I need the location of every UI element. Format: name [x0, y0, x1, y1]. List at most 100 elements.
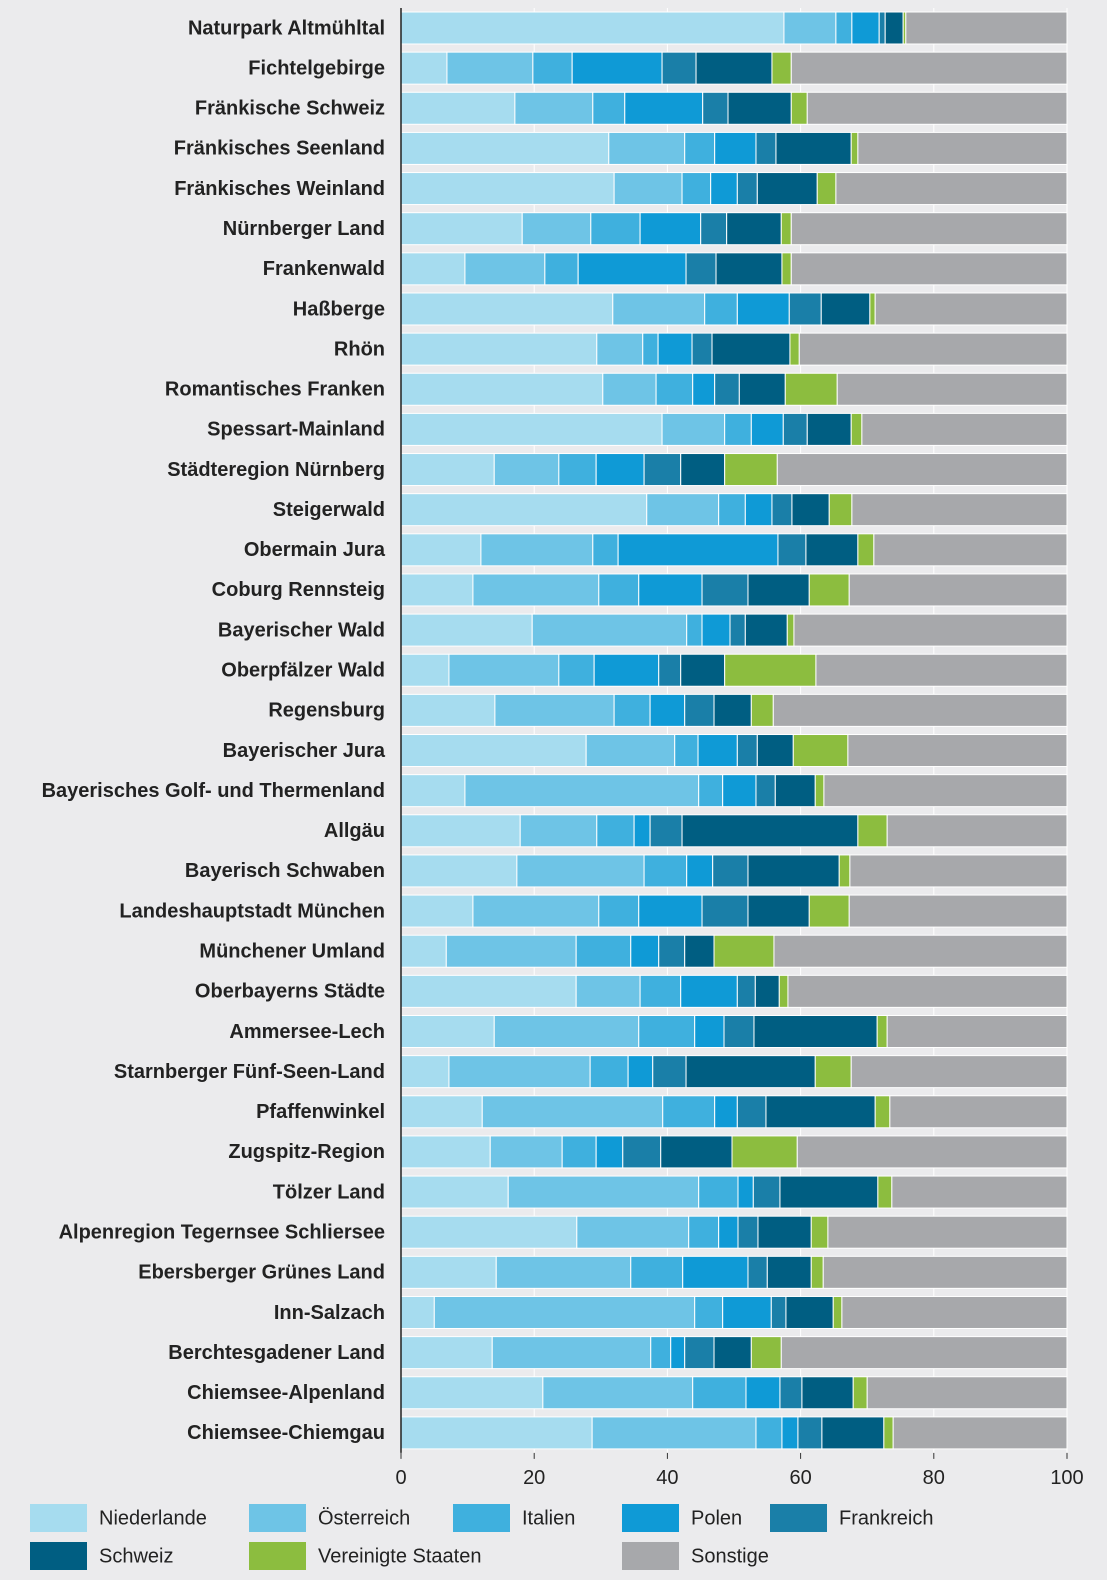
bar-segment	[494, 693, 615, 727]
bar-segment	[718, 1215, 739, 1249]
bar-segment	[848, 894, 1068, 928]
category-label: Steigerwald	[273, 499, 385, 521]
bar-segment	[835, 11, 853, 45]
bar-segment	[577, 252, 687, 286]
bar-segment	[464, 252, 546, 286]
bar-segment	[642, 332, 659, 366]
bar-segment	[655, 372, 694, 406]
category-label: Obermain Jura	[244, 539, 386, 561]
category-label: Inn-Salzach	[274, 1302, 385, 1324]
legend-swatch	[249, 1504, 306, 1532]
bar-segment	[835, 172, 1068, 206]
category-label: Haßberge	[293, 298, 385, 320]
bar-segment	[561, 1135, 597, 1169]
bar-segment	[729, 613, 746, 647]
bar-segment	[638, 894, 703, 928]
category-label: Romantisches Franken	[165, 379, 385, 401]
bar-segment	[849, 854, 1068, 888]
category-label: Landeshauptstadt München	[119, 900, 385, 922]
bar-segment	[400, 131, 610, 165]
category-label: Tölzer Land	[273, 1181, 385, 1203]
bar-segment	[713, 1336, 752, 1370]
bar-segment	[682, 1255, 749, 1289]
bar-segment	[783, 11, 837, 45]
bar-segment	[400, 252, 466, 286]
bar-segment	[772, 693, 1068, 727]
legend-swatch	[30, 1542, 87, 1570]
bar-segment	[400, 974, 577, 1008]
bar-segment	[596, 814, 635, 848]
bar-segment	[838, 854, 851, 888]
bar-segment	[400, 1055, 450, 1089]
bar-segment	[755, 131, 777, 165]
bar-segment	[785, 1295, 834, 1329]
bar-segment	[400, 493, 648, 527]
bar-segment	[713, 693, 752, 727]
bar-segment	[779, 1376, 803, 1410]
bar-segment	[680, 453, 726, 487]
bar-segment	[850, 1055, 1068, 1089]
bar-segment	[624, 91, 704, 125]
bar-segment	[643, 453, 682, 487]
bar-segment	[542, 1376, 694, 1410]
bar-segment	[646, 493, 720, 527]
bar-segment	[697, 734, 738, 768]
bar-segment	[516, 854, 645, 888]
bar-segment	[400, 1295, 435, 1329]
category-label: Pfaffenwinkel	[256, 1101, 385, 1123]
bar-segment	[852, 1376, 868, 1410]
bar-segment	[832, 1295, 843, 1329]
bar-segment	[704, 292, 738, 326]
bar-segment	[722, 774, 757, 808]
bar-segment	[684, 131, 716, 165]
legend-swatch	[770, 1504, 827, 1532]
bar-segment	[595, 1135, 624, 1169]
bar-segment	[823, 774, 1068, 808]
category-label: Ebersberger Grünes Land	[138, 1262, 385, 1284]
category-label: Bayerisch Schwaben	[185, 860, 385, 882]
bar-segment	[779, 1175, 879, 1209]
bar-segment	[781, 252, 792, 286]
bar-segment	[776, 453, 1068, 487]
bar-segment	[472, 573, 600, 607]
bar-segment	[590, 212, 641, 246]
bar-segment	[400, 51, 448, 85]
bar-segment	[686, 854, 714, 888]
bar-segment	[464, 774, 700, 808]
bar-segment	[857, 533, 875, 567]
bar-segment	[595, 453, 645, 487]
bar-segment	[791, 493, 830, 527]
bar-segment	[445, 934, 577, 968]
bar-segment	[633, 814, 651, 848]
bar-segment	[884, 11, 904, 45]
bar-segment	[736, 974, 756, 1008]
bar-segment	[493, 1015, 640, 1048]
bar-segment	[784, 372, 838, 406]
bar-segment	[874, 292, 1068, 326]
bar-segment	[544, 252, 579, 286]
bar-segment	[878, 11, 886, 45]
bar-segment	[778, 974, 789, 1008]
bar-segment	[755, 1416, 783, 1450]
bar-segment	[660, 1135, 733, 1169]
bar-segment	[400, 1255, 497, 1289]
bar-segment	[747, 894, 810, 928]
bar-segment	[848, 573, 1068, 607]
bar-segment	[400, 11, 785, 45]
bar-segment	[714, 1095, 738, 1129]
bar-segment	[658, 653, 682, 687]
bar-segment	[747, 1255, 768, 1289]
bar-segment	[822, 1255, 1068, 1289]
bar-segment	[757, 1215, 812, 1249]
bar-segment	[723, 1015, 755, 1048]
legend-label: Niederlande	[99, 1507, 207, 1529]
category-label: Naturpark Altmühltal	[188, 17, 385, 39]
bar-segment	[627, 1055, 654, 1089]
bar-segment	[519, 814, 598, 848]
bar-segment	[400, 172, 615, 206]
bar-segment	[789, 332, 800, 366]
bar-segment	[400, 453, 495, 487]
bar-segment	[788, 292, 822, 326]
bar-segment	[847, 734, 1068, 768]
bar-segment	[681, 814, 859, 848]
